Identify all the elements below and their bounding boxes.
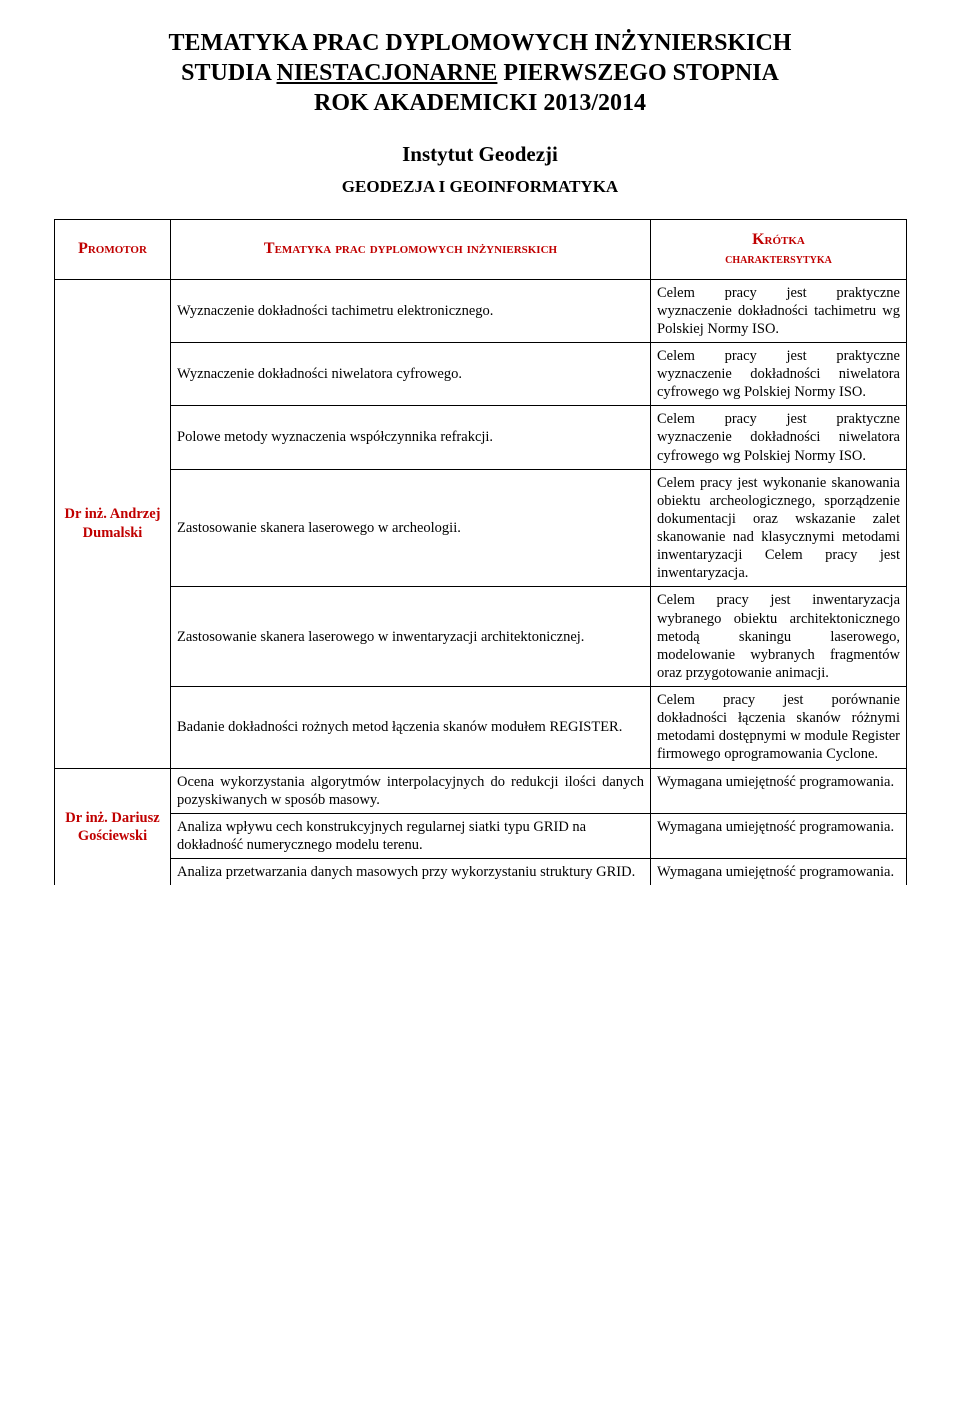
- title-line2: STUDIA NIESTACJONARNE PIERWSZEGO STOPNIA: [54, 58, 906, 88]
- desc-cell: Wymagana umiejętność programowania.: [651, 813, 907, 858]
- table-row: Polowe metody wyznaczenia współczynnika …: [55, 406, 907, 469]
- title-line2-post: PIERWSZEGO STOPNIA: [497, 60, 778, 86]
- table-row: Zastosowanie skanera laserowego w archeo…: [55, 469, 907, 587]
- header-promotor: Promotor: [55, 220, 171, 280]
- topic-cell: Ocena wykorzystania algorytmów interpola…: [171, 768, 651, 813]
- table-row: Dr inż. Dariusz Gościewski Ocena wykorzy…: [55, 768, 907, 813]
- table-row: Wyznaczenie dokładności niwelatora cyfro…: [55, 342, 907, 405]
- thesis-topics-table: Promotor Tematyka prac dyplomowych inżyn…: [54, 219, 907, 885]
- topic-cell: Polowe metody wyznaczenia współczynnika …: [171, 406, 651, 469]
- promotor-cell: Dr inż. Andrzej Dumalski: [55, 279, 171, 768]
- topic-cell: Analiza przetwarzania danych masowych pr…: [171, 859, 651, 886]
- table-row: Dr inż. Andrzej Dumalski Wyznaczenie dok…: [55, 279, 907, 342]
- promotor-cell: Dr inż. Dariusz Gościewski: [55, 768, 171, 885]
- topic-cell: Badanie dokładności rożnych metod łączen…: [171, 687, 651, 769]
- desc-cell: Celem pracy jest praktyczne wyznaczenie …: [651, 342, 907, 405]
- subtitle-institute: Instytut Geodezji: [54, 142, 906, 167]
- topic-cell: Wyznaczenie dokładności niwelatora cyfro…: [171, 342, 651, 405]
- title-line3: ROK AKADEMICKI 2013/2014: [54, 88, 906, 118]
- title-line1: TEMATYKA PRAC DYPLOMOWYCH INŻYNIERSKICH: [54, 28, 906, 58]
- table-header-row: Promotor Tematyka prac dyplomowych inżyn…: [55, 220, 907, 280]
- desc-cell: Wymagana umiejętność programowania.: [651, 859, 907, 886]
- desc-cell: Celem pracy jest inwentaryzacja wybraneg…: [651, 587, 907, 687]
- table-row: Zastosowanie skanera laserowego w inwent…: [55, 587, 907, 687]
- topic-cell: Analiza wpływu cech konstrukcyjnych regu…: [171, 813, 651, 858]
- topic-cell: Wyznaczenie dokładności tachimetru elekt…: [171, 279, 651, 342]
- desc-cell: Celem pracy jest porównanie dokładności …: [651, 687, 907, 769]
- title-line2-underlined: NIESTACJONARNE: [277, 60, 498, 86]
- desc-cell: Wymagana umiejętność programowania.: [651, 768, 907, 813]
- desc-cell: Celem pracy jest praktyczne wyznaczenie …: [651, 279, 907, 342]
- title-block: TEMATYKA PRAC DYPLOMOWYCH INŻYNIERSKICH …: [54, 28, 906, 197]
- title-line2-pre: STUDIA: [181, 60, 276, 86]
- table-row: Badanie dokładności rożnych metod łączen…: [55, 687, 907, 769]
- subtitle-specialization: GEODEZJA I GEOINFORMATYKA: [54, 177, 906, 197]
- desc-cell: Celem pracy jest wykonanie skanowania ob…: [651, 469, 907, 587]
- header-description: Krótka charaktersytyka: [651, 220, 907, 280]
- topic-cell: Zastosowanie skanera laserowego w inwent…: [171, 587, 651, 687]
- header-topic: Tematyka prac dyplomowych inżynierskich: [171, 220, 651, 280]
- table-row: Analiza przetwarzania danych masowych pr…: [55, 859, 907, 886]
- desc-cell: Celem pracy jest praktyczne wyznaczenie …: [651, 406, 907, 469]
- topic-cell: Zastosowanie skanera laserowego w archeo…: [171, 469, 651, 587]
- page: TEMATYKA PRAC DYPLOMOWYCH INŻYNIERSKICH …: [0, 0, 960, 905]
- table-row: Analiza wpływu cech konstrukcyjnych regu…: [55, 813, 907, 858]
